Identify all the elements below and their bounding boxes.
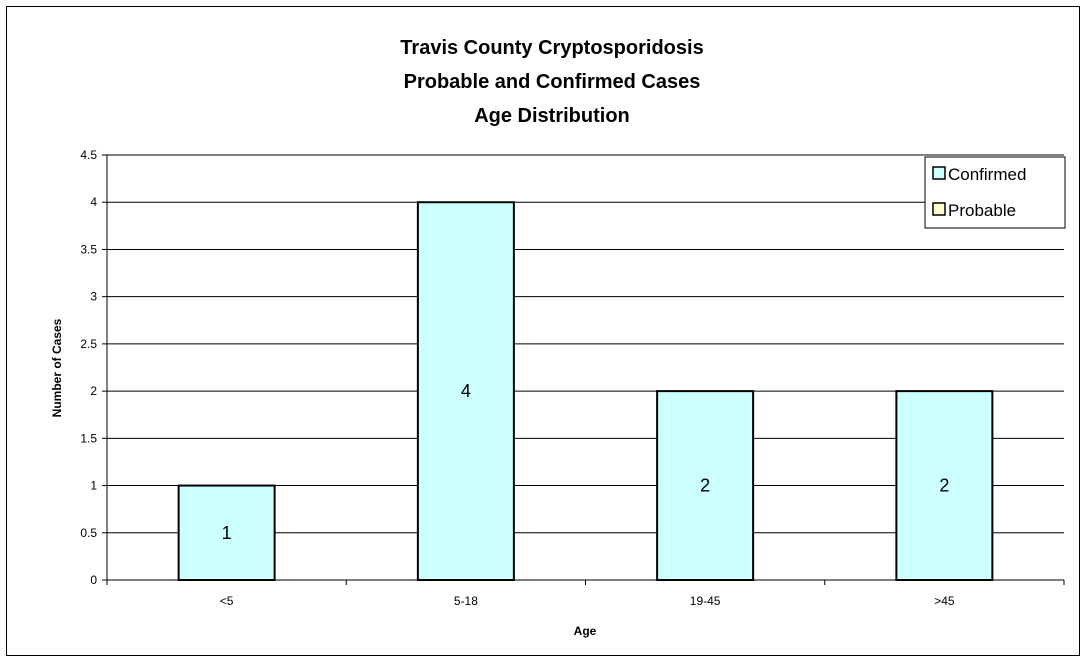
y-tick-label: 1	[90, 479, 97, 493]
x-axis-title: Age	[574, 624, 597, 638]
y-tick-label: 3.5	[80, 242, 97, 256]
y-tick-label: 4	[90, 195, 97, 209]
y-tick-label: 3	[90, 290, 97, 304]
data-labels: 1 4 2 2	[222, 381, 950, 543]
bar-data-label: 2	[700, 476, 710, 496]
bars	[177, 201, 994, 581]
legend-swatch-confirmed	[932, 166, 946, 180]
y-tick-label: 0.5	[80, 526, 97, 540]
legend-swatch-probable	[932, 202, 946, 216]
x-tick-label: >45	[934, 594, 955, 608]
y-tick-label: 4.5	[80, 148, 97, 162]
x-tick-label: <5	[220, 594, 234, 608]
chart-title-line-2: Probable and Confirmed Cases	[404, 71, 701, 93]
chart-title: Travis County Cryptosporidosis Probable …	[400, 37, 703, 127]
legend: Confirmed Probable	[924, 156, 1066, 229]
bar-data-label: 4	[461, 381, 471, 401]
axes	[102, 154, 1065, 585]
legend-box	[924, 156, 1066, 229]
y-tick-label: 2.5	[80, 337, 97, 351]
x-tick-label: 5-18	[454, 594, 478, 608]
y-axis-title: Number of Cases	[50, 318, 64, 417]
y-tick-labels: 0 0.5 1 1.5 2 2.5 3 3.5 4 4.5	[80, 148, 97, 587]
x-tick-label: 19-45	[690, 594, 721, 608]
bar-data-label: 2	[939, 476, 949, 496]
x-tick-labels: <5 5-18 19-45 >45	[220, 594, 955, 608]
legend-label-confirmed: Confirmed	[948, 165, 1026, 184]
y-tick-label: 0	[90, 573, 97, 587]
bar-data-label: 1	[222, 523, 232, 543]
legend-label-probable: Probable	[948, 201, 1016, 220]
chart-title-line-3: Age Distribution	[474, 105, 630, 127]
y-tick-label: 1.5	[80, 431, 97, 445]
chart-title-line-1: Travis County Cryptosporidosis	[400, 37, 703, 59]
y-tick-label: 2	[90, 384, 97, 398]
